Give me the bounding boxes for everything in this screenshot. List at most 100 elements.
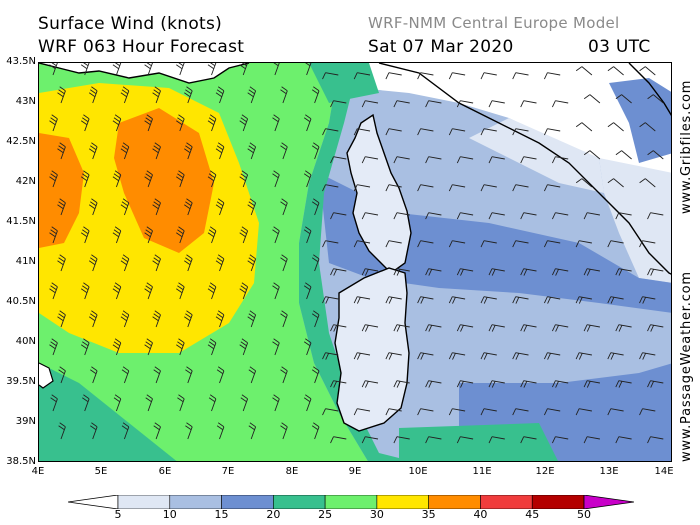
wind-barb <box>615 212 632 220</box>
wind-barb <box>120 86 130 104</box>
wind-barb <box>112 282 122 300</box>
lat-label: 42N <box>15 176 36 187</box>
wind-barb <box>543 408 561 416</box>
wind-barb <box>361 380 379 388</box>
lon-label: 5E <box>94 466 108 477</box>
wind-barb <box>248 422 257 440</box>
wind-barb <box>330 100 347 108</box>
wind-barb <box>425 324 442 332</box>
wind-barb <box>520 436 537 444</box>
model-name: WRF-NMM Central Europe Model <box>368 14 620 32</box>
wind-barb <box>425 156 442 164</box>
wind-barb <box>385 296 402 304</box>
wind-barb <box>361 212 379 220</box>
wind-barb <box>112 114 122 132</box>
wind-barb <box>207 282 217 300</box>
wind-barb <box>247 86 257 104</box>
wind-barb <box>448 408 466 416</box>
wind-barb <box>583 268 600 276</box>
wind-barb <box>330 380 347 388</box>
wind-barb <box>121 366 130 384</box>
wind-barb <box>607 178 624 188</box>
wind-barb <box>330 156 347 164</box>
wind-barb <box>90 422 98 440</box>
lat-label: 40.5N <box>6 296 36 307</box>
lat-label: 39.5N <box>6 376 36 387</box>
wind-barb <box>176 170 185 188</box>
wind-barb <box>177 394 185 412</box>
wind-barb <box>607 66 624 76</box>
wind-barb <box>543 72 561 80</box>
wind-barb <box>615 94 632 104</box>
wind-barb <box>121 422 130 440</box>
wind-barb <box>145 394 153 412</box>
wind-barb <box>353 296 371 304</box>
wind-barb <box>185 366 193 384</box>
colorbar-segment <box>169 495 222 509</box>
wind-barb <box>272 114 280 132</box>
wind-barb <box>385 408 402 416</box>
wind-barb <box>385 72 402 80</box>
wind-barb <box>184 142 193 160</box>
wind-barb <box>303 170 312 188</box>
wind-barb <box>215 254 225 272</box>
wind-barb <box>488 324 505 332</box>
wind-barb <box>80 338 90 356</box>
wind-barb <box>615 380 632 388</box>
wind-barb <box>480 72 497 80</box>
wind-barb <box>330 436 347 444</box>
wind-barb <box>303 338 312 356</box>
wind-barb <box>417 72 434 80</box>
wind-barb <box>80 170 90 188</box>
wind-barb <box>647 324 664 332</box>
wind-barb <box>385 352 402 360</box>
field-0-5-ne <box>339 63 671 183</box>
wind-barb <box>239 338 249 356</box>
wind-barb <box>247 310 257 328</box>
wind-barb <box>49 226 58 244</box>
lon-label: 10E <box>408 466 428 477</box>
wind-barb <box>311 198 320 216</box>
field-20-25-sw <box>39 363 177 461</box>
wind-barb <box>153 366 161 384</box>
wind-barb <box>322 184 339 192</box>
wind-barb <box>575 296 592 304</box>
wind-barb <box>520 212 537 220</box>
wind-barb <box>425 436 442 444</box>
wind-barb <box>239 170 249 188</box>
wind-barb <box>551 324 569 332</box>
wind-barb <box>647 94 664 104</box>
wind-barb <box>543 296 561 304</box>
wind-barb <box>512 352 529 360</box>
wind-barb <box>488 268 505 276</box>
wind-barb <box>647 380 664 388</box>
wind-barb <box>385 240 402 248</box>
colorbar-segment <box>221 495 274 509</box>
wind-barb <box>639 178 656 188</box>
field-5-10-tyrrhenian <box>469 118 604 193</box>
wind-barb <box>49 338 58 356</box>
wind-barb <box>184 254 193 272</box>
colorbar-segment <box>531 495 585 509</box>
wind-barb <box>520 100 537 108</box>
wind-barb <box>239 282 249 300</box>
wind-barb <box>303 282 312 300</box>
wind-barb <box>49 63 58 76</box>
wind-barb <box>50 394 58 412</box>
wind-barb <box>272 170 280 188</box>
wind-barb <box>280 366 288 384</box>
colorbar-segment <box>117 495 171 509</box>
wind-barb <box>120 142 130 160</box>
colorbar-label: 45 <box>525 508 540 521</box>
wind-barb <box>239 226 249 244</box>
wind-barb <box>176 338 185 356</box>
wind-barb <box>607 122 624 132</box>
wind-barb <box>215 310 225 328</box>
wind-barb <box>575 178 593 188</box>
field-20-25-fringe <box>299 63 411 461</box>
wind-barb <box>520 156 537 164</box>
wind-barb <box>353 408 371 416</box>
wind-barb <box>353 184 371 192</box>
wind-barb <box>353 240 371 248</box>
wind-barb <box>176 63 185 76</box>
